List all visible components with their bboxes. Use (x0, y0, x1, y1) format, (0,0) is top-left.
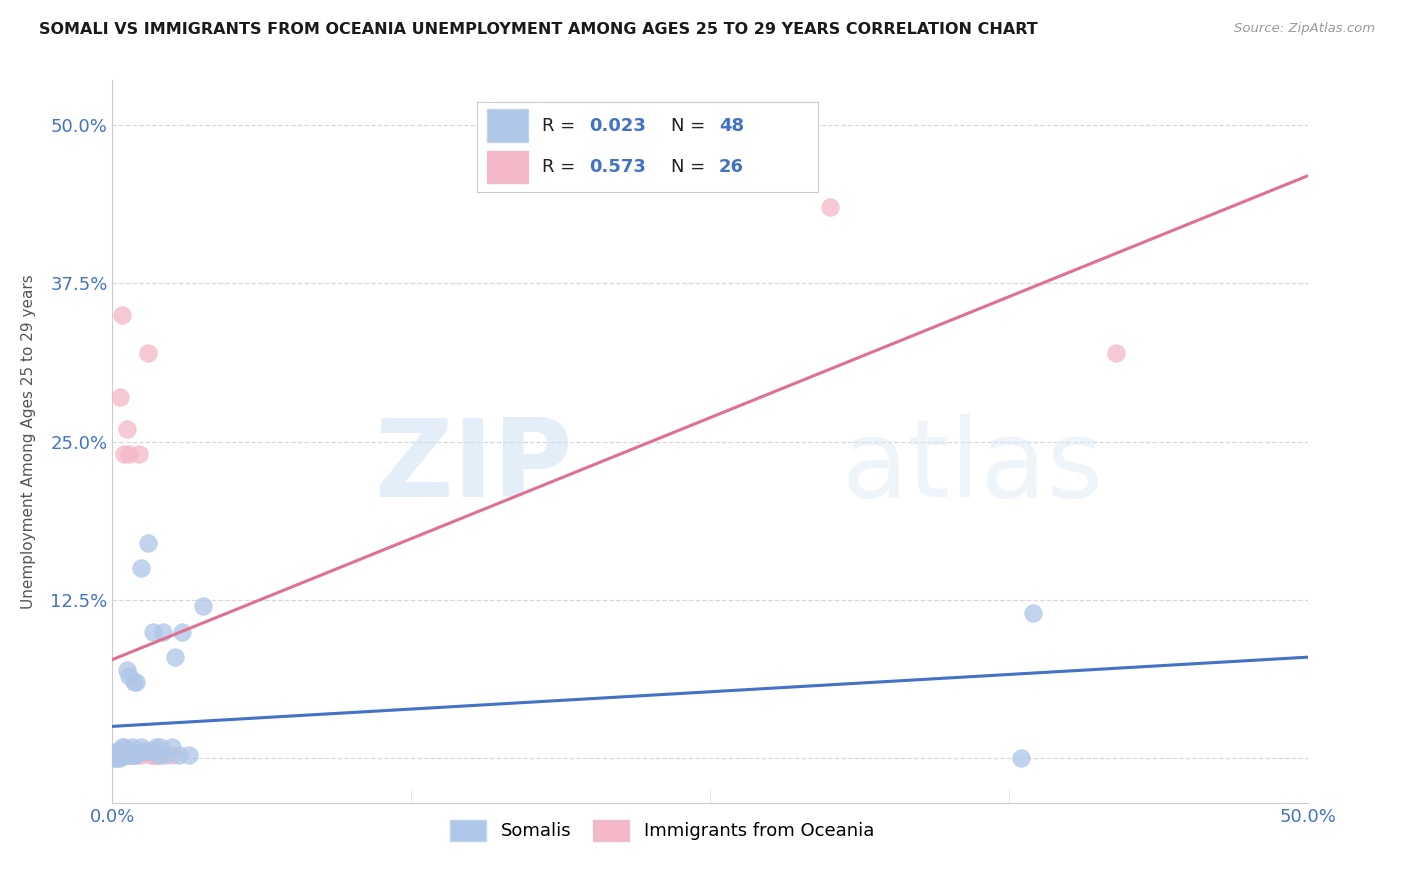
Point (121, 744, 143, 758)
Point (125, 747, 148, 762)
Point (193, 599, 215, 614)
Point (121, 744, 143, 758)
Point (114, 747, 135, 762)
Point (129, 739, 152, 754)
Point (118, 747, 141, 762)
Point (1022, 606, 1045, 620)
Point (108, 390, 131, 404)
Point (111, 744, 134, 758)
Point (115, 663, 138, 677)
Point (121, 747, 143, 762)
Point (122, 747, 145, 762)
Point (111, 308, 134, 322)
Point (115, 422, 138, 436)
Point (129, 747, 152, 762)
Text: ZIP: ZIP (374, 414, 572, 520)
Text: SOMALI VS IMMIGRANTS FROM OCEANIA UNEMPLOYMENT AMONG AGES 25 TO 29 YEARS CORRELA: SOMALI VS IMMIGRANTS FROM OCEANIA UNEMPL… (39, 22, 1038, 37)
Point (125, 747, 148, 762)
Point (104, 745, 127, 759)
Point (115, 744, 138, 758)
Y-axis label: Unemployment Among Ages 25 to 29 years: Unemployment Among Ages 25 to 29 years (21, 274, 37, 609)
Point (145, 747, 167, 762)
Point (149, 739, 172, 754)
Point (114, 739, 135, 754)
Point (105, 747, 128, 762)
Point (108, 751, 131, 765)
Point (138, 536, 160, 550)
Point (111, 739, 134, 754)
Point (162, 739, 183, 754)
Point (139, 747, 162, 762)
Point (115, 747, 138, 762)
Point (818, 200, 841, 214)
Point (170, 624, 193, 639)
Point (1010, 751, 1032, 765)
Point (101, 747, 124, 762)
Point (149, 747, 172, 762)
Text: Source: ZipAtlas.com: Source: ZipAtlas.com (1234, 22, 1375, 36)
Point (169, 747, 191, 762)
Point (163, 650, 186, 665)
Point (125, 675, 148, 690)
Point (104, 751, 127, 765)
Point (132, 744, 155, 758)
Point (146, 747, 169, 762)
Point (153, 747, 176, 762)
Point (118, 744, 141, 758)
Point (108, 745, 131, 759)
Point (142, 744, 165, 758)
Point (118, 447, 141, 461)
Point (122, 747, 145, 762)
Point (145, 739, 167, 754)
Point (177, 747, 200, 762)
Point (152, 624, 174, 639)
Point (105, 747, 128, 762)
Point (118, 747, 141, 762)
Point (101, 745, 124, 759)
Point (111, 747, 134, 762)
Point (115, 747, 138, 762)
Point (104, 747, 127, 762)
Point (162, 747, 183, 762)
Point (132, 744, 155, 758)
Point (105, 751, 128, 765)
Point (114, 744, 135, 758)
Point (121, 747, 143, 762)
Point (138, 346, 160, 360)
Text: atlas: atlas (842, 414, 1104, 520)
Point (101, 751, 124, 765)
Point (121, 739, 143, 754)
Point (1105, 346, 1128, 360)
Point (138, 744, 160, 758)
Point (128, 447, 150, 461)
Point (114, 744, 135, 758)
Point (142, 747, 165, 762)
Point (114, 447, 135, 461)
Point (129, 561, 152, 575)
Point (122, 675, 145, 690)
Point (128, 744, 150, 758)
Legend: Somalis, Immigrants from Oceania: Somalis, Immigrants from Oceania (443, 813, 882, 848)
Point (142, 624, 165, 639)
Point (118, 669, 141, 683)
